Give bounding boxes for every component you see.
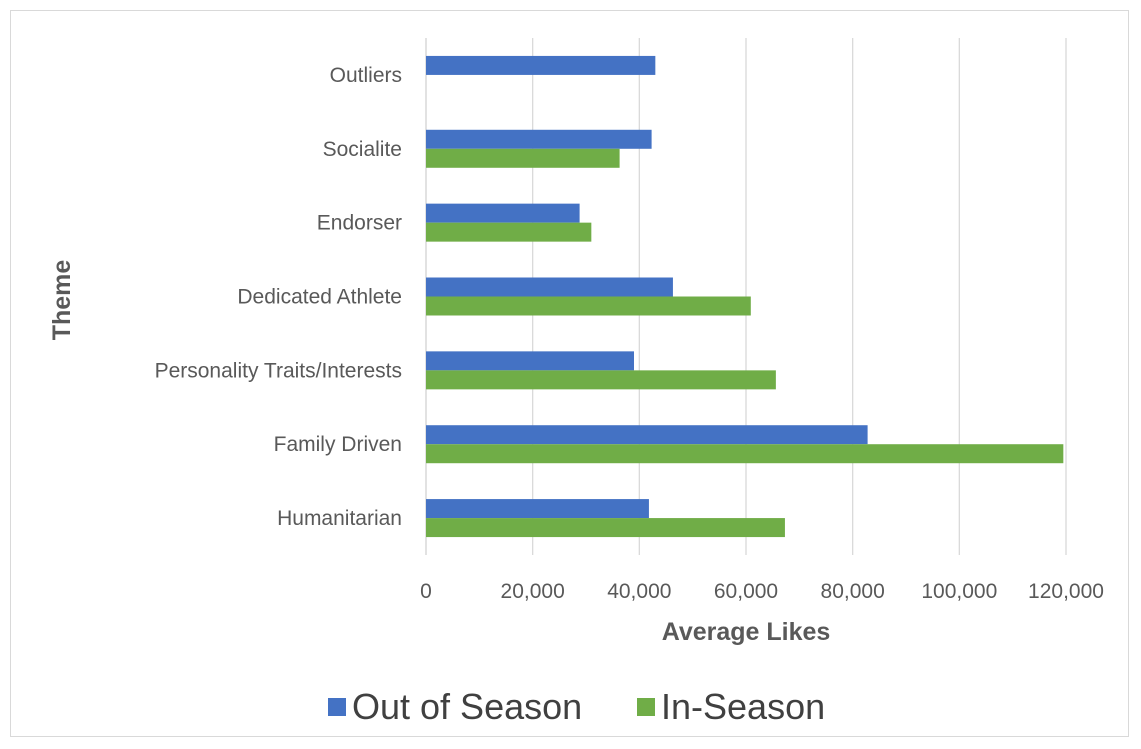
- bar-in-season: [426, 222, 592, 242]
- bar-out-of-season: [426, 499, 649, 519]
- legend-swatch: [328, 698, 346, 716]
- x-tick-label: 80,000: [821, 580, 885, 603]
- x-tick-label: 60,000: [714, 580, 778, 603]
- y-axis-title: Theme: [48, 260, 76, 341]
- legend-label: Out of Season: [352, 686, 582, 727]
- bars: [426, 55, 1064, 538]
- legend-label: In-Season: [661, 686, 825, 727]
- bar-out-of-season: [426, 203, 580, 223]
- y-tick-label: Family Driven: [274, 433, 402, 456]
- x-axis-title: Average Likes: [662, 618, 831, 646]
- x-tick-label: 0: [420, 580, 432, 603]
- y-tick-label: Socialite: [323, 138, 402, 161]
- bar-out-of-season: [426, 277, 673, 297]
- y-tick-label: Humanitarian: [277, 507, 402, 530]
- bar-out-of-season: [426, 129, 652, 149]
- y-tick-label: Outliers: [330, 64, 402, 87]
- x-tick-labels: 0 20,000 40,000 60,000 80,000 100,000 120,000: [420, 580, 1104, 603]
- x-tick-label: 100,000: [921, 580, 997, 603]
- y-tick-label: Personality Traits/Interests: [155, 359, 402, 382]
- y-tick-labels: Outliers Socialite Endorser Dedicated Athle…: [155, 64, 402, 530]
- y-tick-label: Endorser: [317, 212, 402, 235]
- gridlines: [425, 38, 1067, 555]
- legend: Out of Season In-Season: [328, 686, 825, 727]
- x-tick-label: 120,000: [1028, 580, 1104, 603]
- bar-in-season: [426, 148, 620, 168]
- x-tick-label: 40,000: [607, 580, 671, 603]
- y-tick-label: Dedicated Athlete: [237, 286, 402, 309]
- x-tick-label: 20,000: [501, 580, 565, 603]
- bar-in-season: [426, 518, 785, 538]
- bar-in-season: [426, 370, 776, 390]
- bar-out-of-season: [426, 55, 656, 75]
- bar-out-of-season: [426, 351, 634, 371]
- bar-in-season: [426, 296, 751, 316]
- legend-swatch: [637, 698, 655, 716]
- bar-in-season: [426, 444, 1064, 464]
- bar-out-of-season: [426, 425, 868, 445]
